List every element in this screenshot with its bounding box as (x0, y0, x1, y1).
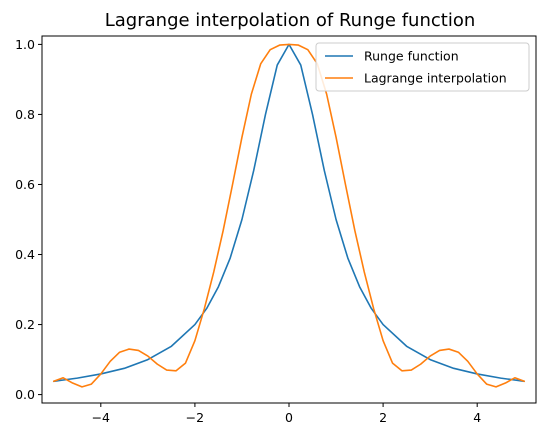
y-tick-label: 0.2 (15, 317, 35, 332)
x-tick-label: −4 (92, 410, 110, 425)
x-tick-label: 2 (379, 410, 387, 425)
legend: Runge function Lagrange interpolation (315, 42, 530, 92)
x-tick-label: 4 (473, 410, 481, 425)
legend-label-1: Lagrange interpolation (364, 71, 507, 86)
y-tick-label: 0.4 (15, 247, 35, 262)
x-axis: −4 −2 0 2 4 (92, 403, 481, 425)
x-tick-label: 0 (285, 410, 293, 425)
y-tick-label: 0.0 (15, 387, 35, 402)
y-tick-label: 0.8 (15, 107, 35, 122)
series-line-1 (52, 43, 526, 388)
y-axis: 0.0 0.2 0.4 0.6 0.8 1.0 (15, 37, 42, 402)
chart-title: Lagrange interpolation of Runge function (105, 10, 476, 31)
legend-label-0: Runge function (364, 49, 459, 64)
x-tick-label: −2 (186, 410, 204, 425)
y-tick-label: 1.0 (15, 37, 35, 52)
y-tick-label: 0.6 (15, 177, 35, 192)
legend-box (315, 42, 530, 92)
plot-lines (52, 43, 526, 388)
